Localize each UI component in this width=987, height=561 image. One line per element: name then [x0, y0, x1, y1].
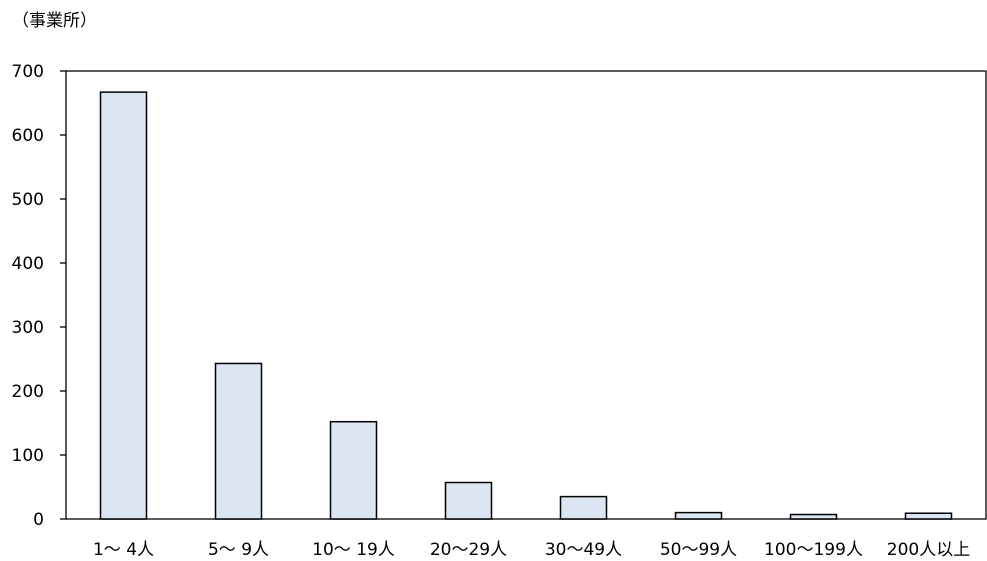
x-tick-label: 50～99人 — [660, 540, 737, 560]
bar — [444, 481, 493, 520]
bar — [674, 511, 723, 520]
y-tick-label: 400 — [12, 254, 44, 274]
x-tick-label: 200人以上 — [887, 540, 970, 560]
x-tick-label: 20～29人 — [430, 540, 507, 560]
bar — [99, 91, 148, 520]
plot-frame — [65, 70, 987, 520]
bar — [214, 362, 263, 520]
bar — [789, 513, 838, 520]
x-tick-label: 10～ 19人 — [312, 540, 395, 560]
y-tick-label: 700 — [12, 62, 44, 82]
bar — [329, 420, 378, 520]
bar — [559, 495, 608, 520]
x-tick-label: 100～199人 — [764, 540, 863, 560]
y-tick-label: 200 — [12, 382, 44, 402]
y-tick-label: 100 — [12, 446, 44, 466]
x-tick-label: 1～ 4人 — [93, 540, 154, 560]
bar — [904, 512, 953, 520]
y-tick-label: 0 — [33, 510, 44, 530]
x-tick-label: 5～ 9人 — [208, 540, 269, 560]
x-tick-label: 30～49人 — [545, 540, 622, 560]
y-tick-label: 500 — [12, 190, 44, 210]
y-axis-unit-label: （事業所） — [12, 11, 97, 31]
y-tick-label: 600 — [12, 126, 44, 146]
y-tick-label: 300 — [12, 318, 44, 338]
